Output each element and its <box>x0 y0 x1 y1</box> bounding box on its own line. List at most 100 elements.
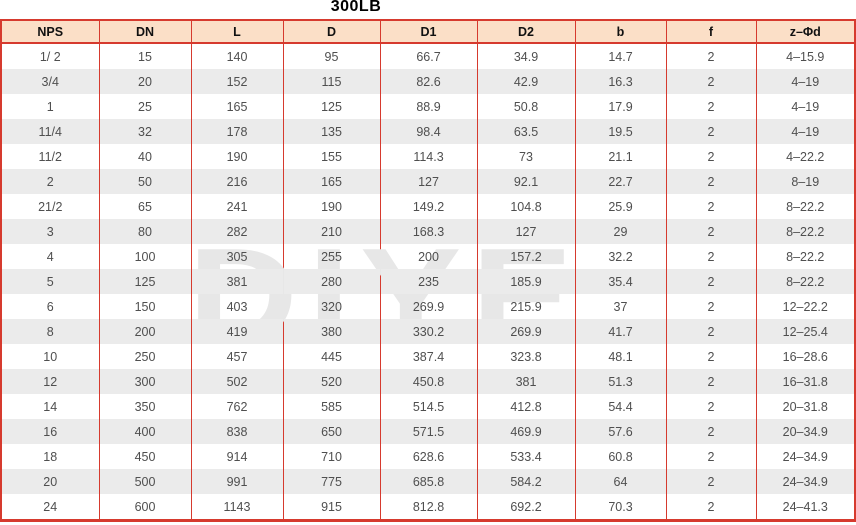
table-cell: 4–22.2 <box>755 144 856 169</box>
table-cell: 2 <box>665 144 757 169</box>
table-cell: 17.9 <box>574 94 667 119</box>
table-cell: 5 <box>0 269 100 294</box>
table-cell: 149.2 <box>379 194 478 219</box>
column-header: b <box>574 19 667 44</box>
table-cell: 11/2 <box>0 144 100 169</box>
table-cell: 104.8 <box>476 194 576 219</box>
table-cell: 250 <box>98 344 192 369</box>
table-row: 3 80 282 210 168.3 127 29 2 8–22.2 <box>0 219 856 244</box>
table-cell: 469.9 <box>476 419 576 444</box>
table-cell: 255 <box>282 244 381 269</box>
table-cell: 8 <box>0 319 100 344</box>
table-cell: 215.9 <box>476 294 576 319</box>
table-cell: 380 <box>282 319 381 344</box>
table-cell: 2 <box>665 43 757 69</box>
table-cell: 585 <box>282 394 381 419</box>
table-cell: 168.3 <box>379 219 478 244</box>
table-cell: 571.5 <box>379 419 478 444</box>
table-cell: 628.6 <box>379 444 478 469</box>
table-cell: 838 <box>190 419 284 444</box>
table-cell: 157.2 <box>476 244 576 269</box>
table-cell: 165 <box>190 94 284 119</box>
table-cell: 269.9 <box>379 294 478 319</box>
table-row: 16 400 838 650 571.5 469.9 57.6 2 20–34.9 <box>0 419 856 444</box>
table-cell: 152 <box>190 69 284 94</box>
table-cell: 282 <box>190 219 284 244</box>
table-row: 2 50 216 165 127 92.1 22.7 2 8–19 <box>0 169 856 194</box>
page-title: 300LB <box>330 0 382 15</box>
table-cell: 95 <box>282 43 381 69</box>
table-cell: 1143 <box>190 494 284 521</box>
table-cell: 50 <box>98 169 192 194</box>
table-cell: 24–34.9 <box>755 444 856 469</box>
table-row: 20 500 991 775 685.8 584.2 64 2 24–34.9 <box>0 469 856 494</box>
table-cell: 40 <box>98 144 192 169</box>
table-cell: 412.8 <box>476 394 576 419</box>
table-cell: 650 <box>282 419 381 444</box>
table-cell: 419 <box>190 319 284 344</box>
table-cell: 320 <box>282 294 381 319</box>
table-cell: 1/ 2 <box>0 43 100 69</box>
table-cell: 25 <box>98 94 192 119</box>
table-cell: 8–22.2 <box>755 269 856 294</box>
table-cell: 2 <box>665 444 757 469</box>
table-cell: 20 <box>0 469 100 494</box>
table-cell: 70.3 <box>574 494 667 521</box>
table-cell: 235 <box>379 269 478 294</box>
table-cell: 24–34.9 <box>755 469 856 494</box>
table-cell: 165 <box>282 169 381 194</box>
table-cell: 88.9 <box>379 94 478 119</box>
table-cell: 24–41.3 <box>755 494 856 521</box>
table-cell: 2 <box>665 219 757 244</box>
table-cell: 42.9 <box>476 69 576 94</box>
table-row: 4 100 305 255 200 157.2 32.2 2 8–22.2 <box>0 244 856 269</box>
table-cell: 60.8 <box>574 444 667 469</box>
table-row: 12 300 502 520 450.8 381 51.3 2 16–31.8 <box>0 369 856 394</box>
table-cell: 10 <box>0 344 100 369</box>
table-cell: 114.3 <box>379 144 478 169</box>
table-cell: 14.7 <box>574 43 667 69</box>
table-cell: 914 <box>190 444 284 469</box>
table-cell: 450.8 <box>379 369 478 394</box>
table-cell: 2 <box>665 394 757 419</box>
table-cell: 65 <box>98 194 192 219</box>
column-header: D2 <box>476 19 576 44</box>
table-cell: 4–19 <box>755 119 856 144</box>
table-cell: 80 <box>98 219 192 244</box>
table-cell: 4–19 <box>755 94 856 119</box>
table-cell: 64 <box>574 469 667 494</box>
table-cell: 150 <box>98 294 192 319</box>
table-cell: 66.7 <box>379 43 478 69</box>
table-cell: 6 <box>0 294 100 319</box>
table-cell: 140 <box>190 43 284 69</box>
table-cell: 37 <box>574 294 667 319</box>
table-cell: 600 <box>98 494 192 521</box>
table-cell: 155 <box>282 144 381 169</box>
table-cell: 200 <box>98 319 192 344</box>
table-cell: 445 <box>282 344 381 369</box>
table-cell: 178 <box>190 119 284 144</box>
table-row: 10 250 457 445 387.4 323.8 48.1 2 16–28.6 <box>0 344 856 369</box>
column-header: DN <box>98 19 192 44</box>
table-cell: 16–28.6 <box>755 344 856 369</box>
table-cell: 387.4 <box>379 344 478 369</box>
column-header: D <box>282 19 381 44</box>
table-cell: 685.8 <box>379 469 478 494</box>
table-cell: 21.1 <box>574 144 667 169</box>
table-container: DIYE NPS DN L D D1 D2 b f z–Φd 1/ 2 15 140 95 66.7 34… <box>0 19 856 525</box>
flange-dimensions-table: NPS DN L D D1 D2 b f z–Φd 1/ 2 15 140 95 66.7 34.9 14.… <box>0 19 856 522</box>
table-cell: 381 <box>476 369 576 394</box>
table-row: 3/4 20 152 115 82.6 42.9 16.3 2 4–19 <box>0 69 856 94</box>
column-header: D1 <box>379 19 478 44</box>
table-cell: 2 <box>665 94 757 119</box>
table-cell: 8–22.2 <box>755 244 856 269</box>
table-cell: 8–22.2 <box>755 219 856 244</box>
table-cell: 3/4 <box>0 69 100 94</box>
table-cell: 2 <box>665 194 757 219</box>
table-cell: 16–31.8 <box>755 369 856 394</box>
table-cell: 190 <box>190 144 284 169</box>
table-cell: 502 <box>190 369 284 394</box>
table-cell: 82.6 <box>379 69 478 94</box>
table-cell: 73 <box>476 144 576 169</box>
table-row: 6 150 403 320 269.9 215.9 37 2 12–22.2 <box>0 294 856 319</box>
